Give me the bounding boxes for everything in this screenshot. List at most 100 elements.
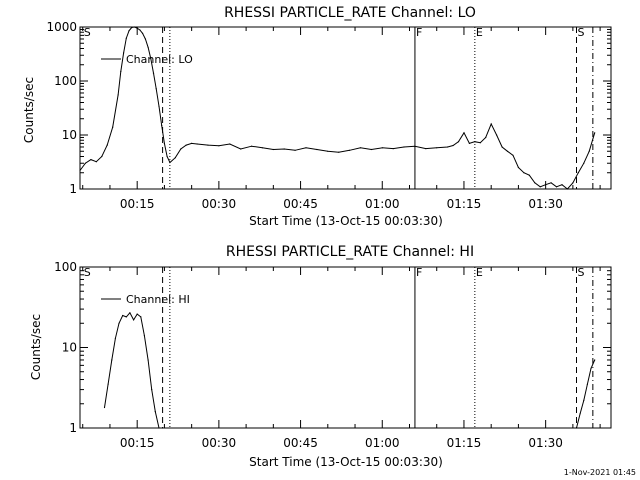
- lo-plot-frame: [79, 26, 612, 190]
- lo-series-point: [436, 147, 438, 149]
- lo-series-point: [272, 148, 274, 151]
- hi-series-line: [104, 311, 163, 429]
- hi-x-tick-label: 00:15: [120, 436, 155, 450]
- lo-legend-label: Channel: LO: [126, 53, 193, 66]
- hi-series-line: [576, 359, 596, 429]
- lo-x-tick-label: 00:45: [283, 197, 318, 211]
- lo-series-point: [539, 186, 541, 188]
- hi-panel: RHESSI PARTICLE_RATE Channel: HI Start T…: [29, 244, 474, 469]
- hi-event-marker-label: S: [578, 266, 585, 279]
- lo-event-marker-label: E: [476, 26, 483, 39]
- lo-series-point: [479, 142, 481, 144]
- lo-series-point: [594, 132, 596, 134]
- hi-event-marker-label: E: [476, 266, 483, 279]
- hi-x-tick-label: 01:30: [528, 436, 563, 450]
- hi-legend: Channel: HI: [101, 293, 190, 306]
- lo-series-point: [517, 166, 520, 169]
- lo-series-point: [283, 148, 285, 150]
- hi-x-tick-label: 01:00: [365, 436, 400, 450]
- lo-series-point: [142, 32, 144, 35]
- lo-panel: RHESSI PARTICLE_RATE Channel: LO Start T…: [22, 5, 476, 228]
- lo-series-point: [123, 52, 125, 54]
- lo-legend: Channel: LO: [101, 53, 193, 66]
- lo-series-point: [359, 147, 362, 149]
- lo-series-point: [101, 155, 103, 158]
- hi-chart-title: RHESSI PARTICLE_RATE Channel: HI: [226, 244, 474, 260]
- lo-series-point: [381, 147, 383, 149]
- lo-series-point: [180, 148, 182, 150]
- hi-series-point: [147, 359, 149, 361]
- hi-series-point: [590, 367, 592, 369]
- lo-x-tick-label: 01:00: [365, 197, 400, 211]
- lo-series-point: [163, 142, 165, 144]
- lo-series-point: [294, 149, 296, 151]
- lo-series-point: [550, 182, 552, 184]
- lo-series-point: [169, 161, 171, 164]
- lo-y-axis-label: Counts/sec: [22, 77, 36, 143]
- lo-series-point: [90, 159, 92, 161]
- hi-plot-frame: [79, 266, 612, 429]
- lo-series-point: [528, 174, 530, 176]
- lo-series-point: [463, 132, 465, 134]
- hi-y-tick-label: 10: [62, 341, 77, 355]
- lo-series-point: [261, 147, 263, 149]
- hi-series-point: [133, 319, 135, 321]
- lo-series-point: [84, 162, 86, 164]
- lo-series-point: [349, 149, 351, 151]
- lo-series-point: [370, 148, 372, 151]
- lo-series-point: [251, 145, 253, 147]
- lo-series-point: [147, 46, 149, 48]
- lo-series-point: [112, 126, 114, 128]
- hi-series-point: [118, 322, 120, 324]
- hi-series-point: [122, 314, 124, 317]
- lo-series-point: [577, 172, 579, 174]
- lo-series-point: [452, 144, 454, 147]
- lo-series-point: [133, 26, 136, 28]
- hi-series-point: [136, 313, 138, 315]
- lo-series-point: [490, 123, 492, 125]
- hi-x-tick-label: 01:15: [447, 436, 482, 450]
- lo-series-point: [120, 70, 122, 73]
- lo-series-point: [485, 136, 487, 139]
- lo-x-axis-label: Start Time (13-Oct-15 00:03:30): [249, 214, 443, 228]
- lo-series-point: [131, 26, 133, 29]
- lo-series-point: [523, 172, 525, 174]
- hi-series-point: [586, 383, 589, 385]
- lo-series-point: [161, 124, 163, 127]
- lo-series-point: [474, 141, 476, 143]
- hi-series-point: [154, 411, 156, 413]
- lo-series-point: [152, 72, 155, 74]
- lo-series-point: [561, 184, 563, 186]
- hi-y-tick-label: 1: [69, 421, 77, 435]
- hi-y-tick-label: 100: [54, 260, 77, 274]
- lo-series-point: [566, 188, 569, 190]
- lo-series-point: [414, 145, 416, 147]
- lo-series-point: [327, 150, 329, 152]
- lo-series-point: [534, 182, 536, 184]
- lo-series-point: [218, 145, 220, 147]
- hi-plot-area: 00:15 00:30 00:45 01:00 01:15 01:30 1 10 100 S F E S: [54, 260, 612, 450]
- lo-x-tick-label: 01:30: [528, 197, 563, 211]
- lo-series-point: [468, 142, 470, 144]
- hi-event-marker-label: F: [416, 266, 422, 279]
- hi-x-tick-label: 00:30: [202, 436, 237, 450]
- hi-series-point: [125, 316, 127, 318]
- plot-timestamp: 1-Nov-2021 01:45: [564, 468, 636, 477]
- lo-series-point: [166, 155, 168, 158]
- lo-series-point: [572, 182, 574, 184]
- hi-series-point: [140, 316, 142, 318]
- lo-series-point: [106, 144, 108, 146]
- lo-y-tick-label: 10: [62, 128, 77, 142]
- hi-series-point: [158, 427, 160, 429]
- lo-series-point: [158, 105, 160, 107]
- lo-series-point: [185, 144, 187, 146]
- lo-series-point: [117, 94, 119, 96]
- lo-series-point: [95, 161, 97, 163]
- lo-series-point: [496, 134, 498, 136]
- lo-series-point: [392, 148, 394, 150]
- lo-series-point: [555, 186, 558, 188]
- hi-legend-label: Channel: HI: [126, 293, 190, 306]
- lo-series-point: [583, 162, 585, 164]
- hi-series-point: [579, 413, 581, 415]
